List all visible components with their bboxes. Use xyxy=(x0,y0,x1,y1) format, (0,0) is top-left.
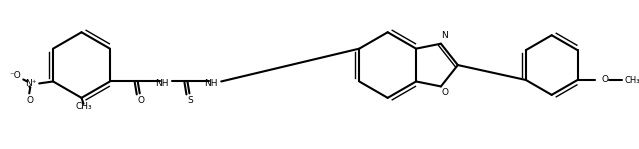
Text: CH₃: CH₃ xyxy=(75,102,92,111)
Text: N: N xyxy=(442,31,449,40)
Text: O: O xyxy=(442,88,449,97)
Text: NH: NH xyxy=(204,79,218,88)
Text: O: O xyxy=(137,96,144,105)
Text: ⁻O: ⁻O xyxy=(10,71,21,80)
Text: CH₃: CH₃ xyxy=(624,76,639,86)
Text: N⁺: N⁺ xyxy=(26,79,37,88)
Text: O: O xyxy=(602,75,609,84)
Text: NH: NH xyxy=(155,79,168,88)
Text: S: S xyxy=(188,96,194,105)
Text: O: O xyxy=(27,96,34,105)
